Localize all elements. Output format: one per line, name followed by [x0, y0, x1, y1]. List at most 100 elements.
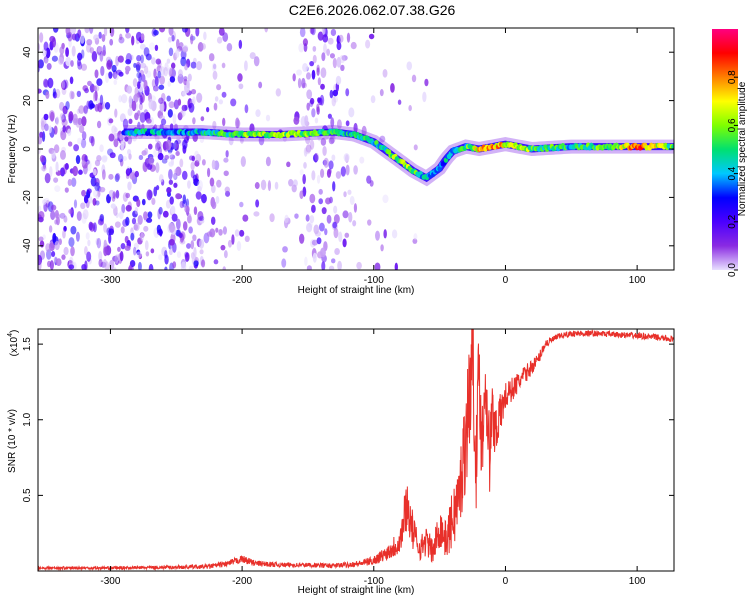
spectrogram-noise-cell	[153, 186, 158, 197]
spectrogram-noise-cell	[331, 154, 336, 161]
spectrogram-noise-cell	[199, 134, 205, 144]
spectrogram-noise-cell	[156, 140, 162, 150]
spectrogram-noise-cell	[105, 72, 109, 84]
spectrogram-noise-cell	[324, 228, 328, 236]
spectrogram-noise-cell	[159, 28, 166, 33]
spectrogram-noise-cell	[60, 80, 67, 90]
spectrogram-noise-cell	[353, 165, 358, 175]
spectrogram-noise-cell	[143, 79, 148, 91]
spectrogram-noise-cell	[394, 262, 398, 270]
spectrogram-noise-cell	[68, 208, 73, 215]
spectrogram-noise-cell	[152, 85, 159, 92]
spectrogram-noise-cell	[181, 28, 188, 33]
spectrogram-noise-cell	[133, 62, 137, 69]
spectrogram-noise-cell	[182, 139, 188, 150]
spectrogram-noise-cell	[145, 70, 152, 78]
spectrogram-noise-cell	[311, 239, 318, 246]
spectrogram-noise-cell	[140, 54, 144, 64]
spectrogram-noise-cell	[58, 56, 64, 65]
spectrogram-noise-cell	[97, 190, 101, 198]
spectrogram-noise-cell	[317, 31, 324, 41]
spectrogram-noise-cell	[148, 98, 154, 110]
spectrogram-noise-cell	[75, 231, 80, 242]
spectrogram-noise-cell	[187, 73, 192, 82]
spectrogram-noise-cell	[145, 217, 153, 223]
colorbar-gradient	[712, 29, 738, 270]
spectrogram-x-ticks: -300 -200 -100 0 100	[100, 28, 646, 286]
spectrogram-noise-cell	[38, 88, 42, 94]
spectrogram-noise-cell	[122, 118, 129, 130]
spectrogram-noise-cell	[328, 160, 334, 170]
spectrogram-noise-cell	[294, 213, 299, 219]
spectrogram-noise-cell	[67, 141, 73, 147]
spectrogram-noise-cell	[84, 260, 88, 270]
spectrogram-noise-cell	[59, 46, 65, 55]
spectrogram-noise-cell	[412, 238, 418, 244]
spectrogram-noise-cell	[121, 94, 128, 104]
spectrogram-noise-cell	[222, 266, 226, 270]
spectrogram-noise-cell	[95, 193, 100, 200]
spectrogram-noise-cell	[125, 192, 131, 199]
spectrogram-noise-cell	[236, 119, 241, 128]
spectrogram-noise-cell	[188, 265, 194, 270]
spectrogram-noise-cell	[303, 161, 307, 169]
spectrogram-noise-cell	[108, 189, 115, 198]
spectrogram-noise-cell	[136, 251, 143, 258]
spectrogram-noise-cell	[128, 95, 133, 106]
spectrogram-noise-cell	[327, 37, 334, 45]
spectrogram-noise-cell	[337, 260, 342, 270]
spectrogram-noise-cell	[140, 232, 145, 241]
spectrogram-noise-cell	[88, 221, 94, 231]
spectrogram-noise-cell	[71, 33, 77, 41]
spectrogram-noise-cell	[106, 60, 112, 70]
spectrogram-noise-cell	[99, 186, 106, 193]
spectrogram-noise-cell	[326, 168, 332, 178]
spectrogram-noise-cell	[187, 180, 191, 189]
spectrogram-noise-cell	[220, 244, 226, 251]
spectrogram-noise-cell	[98, 251, 103, 262]
spectrogram-noise-cell	[79, 34, 85, 44]
spectrogram-noise-cell	[118, 36, 125, 44]
spectrogram-noise-cell	[333, 214, 340, 224]
spectrogram-noise-cell	[323, 43, 327, 54]
spectrogram-noise-cell	[43, 41, 49, 51]
spectrogram-noise-cell	[141, 198, 146, 206]
spectrogram-noise-cell	[244, 104, 249, 114]
spectrogram-noise-cell	[206, 167, 211, 178]
spectrogram-noise-cell	[125, 59, 132, 65]
spectrogram-noise-cell	[318, 188, 323, 195]
spectrogram-noise-cell	[240, 156, 246, 168]
spectrogram-noise-cell	[125, 52, 132, 64]
spectrogram-noise-cell	[91, 51, 98, 62]
spectrogram-noise-cell	[99, 50, 104, 62]
spectrogram-noise-cell	[375, 230, 380, 241]
spectrogram-noise-cell	[318, 198, 324, 205]
spectrogram-noise-cell	[258, 81, 263, 89]
spectrogram-noise-cell	[178, 69, 183, 78]
spectrogram-noise-cell	[85, 159, 92, 171]
spectrogram-noise-cell	[326, 48, 331, 56]
spectrogram-noise-cell	[333, 227, 339, 239]
spectrogram-noise-cell	[316, 67, 320, 76]
spectrogram-noise-cell	[215, 196, 220, 204]
spectrogram-noise-cell	[186, 79, 190, 89]
spectrogram-noise-cell	[101, 169, 106, 180]
spectrogram-noise-cell	[62, 125, 67, 133]
spectrogram-noise-cell	[197, 179, 203, 191]
spectrogram-noise-cell	[96, 237, 102, 249]
spectrogram-noise-cell	[221, 91, 227, 98]
spectrogram-noise-cell	[128, 118, 133, 124]
spectrogram-noise-cell	[94, 177, 100, 187]
spectrogram-noise-cell	[164, 266, 168, 270]
spectrogram-noise-cell	[299, 190, 304, 200]
spectrogram-noise-cell	[133, 93, 139, 103]
spectrogram-noise-cell	[361, 125, 367, 137]
spectrogram-noise-cell	[81, 189, 86, 197]
spectrogram-noise-cell	[193, 206, 198, 216]
spectrogram-noise-cell	[320, 67, 327, 79]
spectrogram-noise-cell	[218, 99, 224, 105]
spectrogram-noise-cell	[320, 247, 326, 258]
spectrogram-noise-cell	[117, 55, 124, 63]
spectrogram-noise-cell	[70, 246, 75, 257]
spectrogram-noise-cell	[50, 210, 56, 221]
